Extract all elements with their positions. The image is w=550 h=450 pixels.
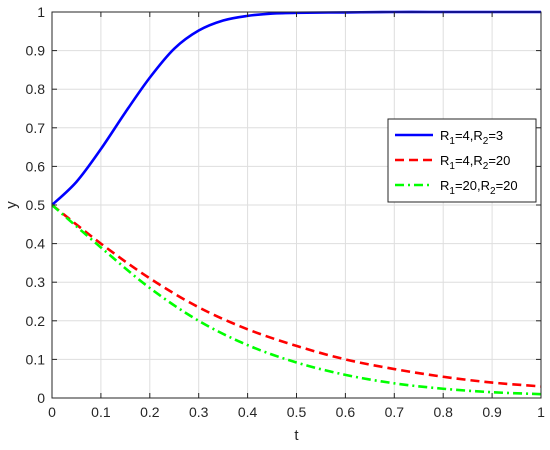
- y-tick-label: 0.8: [26, 81, 46, 97]
- grid-lines: [52, 12, 541, 398]
- legend: R1=4,R2=3 R1=4,R2=20 R1=20,R2=20: [387, 118, 537, 203]
- x-tick-label: 1: [537, 404, 545, 420]
- x-tick-label: 0.7: [385, 404, 405, 420]
- y-axis-label: y: [3, 201, 20, 209]
- x-tick-label: 0.6: [336, 404, 356, 420]
- y-tick-label: 0.3: [26, 274, 46, 290]
- x-tick-label: 0: [48, 404, 56, 420]
- legend-entry-label: R1=4,R2=20: [440, 153, 510, 172]
- y-tick-label: 0.2: [26, 313, 46, 329]
- x-tick-label: 0.1: [91, 404, 111, 420]
- x-tick-label: 0.5: [287, 404, 307, 420]
- x-tick-label: 0.9: [482, 404, 502, 420]
- y-tick-label: 0: [37, 390, 45, 406]
- x-axis-label: t: [294, 427, 299, 444]
- y-tick-label: 0.4: [26, 236, 46, 252]
- legend-entry-label: R1=4,R2=3: [440, 128, 503, 147]
- x-tick-label: 0.3: [189, 404, 209, 420]
- x-tick-label: 0.4: [238, 404, 258, 420]
- y-tick-label: 0.1: [26, 351, 46, 367]
- series-line-2: [51, 203, 542, 388]
- y-tick-label: 0.5: [26, 197, 46, 213]
- axis-ticks: 0 0.1 0.2 0.3 0.4 0.5 0.6 0.7 0.8 0.9 1 0 0.1 0.2 0.3 0…: [26, 4, 546, 420]
- legend-entry-label: R1=20,R2=20: [440, 178, 518, 197]
- y-tick-label: 0.7: [26, 120, 46, 136]
- y-tick-label: 1: [37, 4, 45, 20]
- x-tick-label: 0.2: [140, 404, 160, 420]
- series-line-3: [51, 204, 542, 396]
- y-tick-label: 0.9: [26, 43, 46, 59]
- y-tick-label: 0.6: [26, 158, 46, 174]
- x-tick-label: 0.8: [433, 404, 453, 420]
